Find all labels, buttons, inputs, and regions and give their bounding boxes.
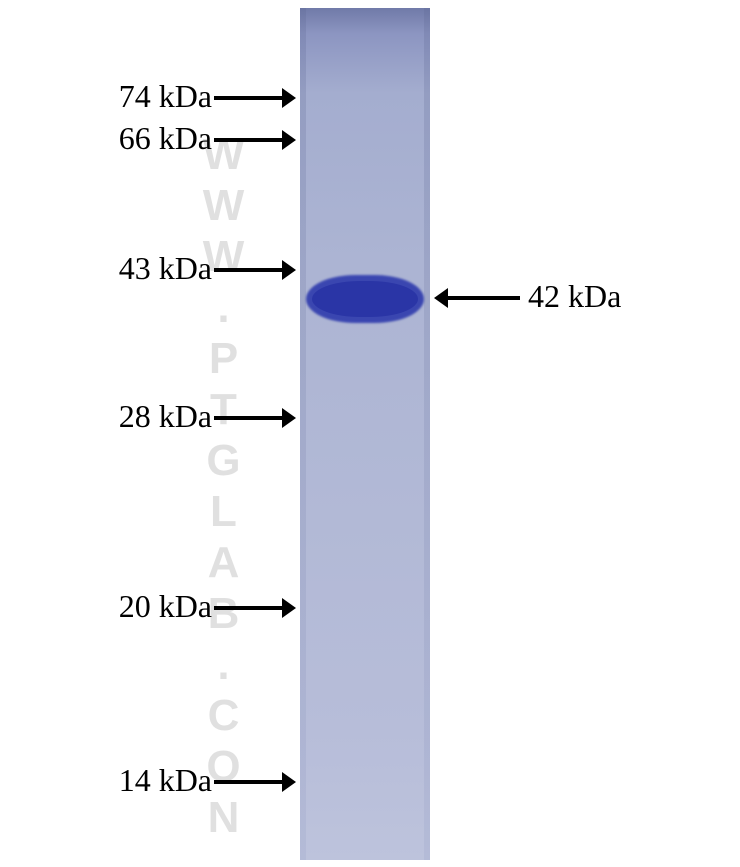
arrow-head-right-icon xyxy=(282,130,296,150)
arrow-shaft xyxy=(214,268,282,272)
arrow-head-left-icon xyxy=(434,288,448,308)
lane-edge-left xyxy=(300,8,306,860)
ladder-label: 20 kDa xyxy=(119,588,212,625)
watermark-text: WWW.PTGLAB.CON xyxy=(198,130,248,844)
arrow-shaft xyxy=(214,780,282,784)
arrow-shaft xyxy=(214,606,282,610)
observed-mw-label: 42 kDa xyxy=(528,278,621,315)
arrow-head-right-icon xyxy=(282,88,296,108)
gel-lane xyxy=(300,8,430,860)
arrow-shaft xyxy=(448,296,520,300)
ladder-label: 74 kDa xyxy=(119,78,212,115)
arrow-shaft xyxy=(214,138,282,142)
arrow-head-right-icon xyxy=(282,598,296,618)
arrow-head-right-icon xyxy=(282,408,296,428)
arrow-shaft xyxy=(214,96,282,100)
arrow-head-right-icon xyxy=(282,260,296,280)
ladder-label: 43 kDa xyxy=(119,250,212,287)
arrow-shaft xyxy=(214,416,282,420)
lane-edge-right xyxy=(424,8,430,860)
arrow-head-right-icon xyxy=(282,772,296,792)
ladder-label: 28 kDa xyxy=(119,398,212,435)
ladder-label: 14 kDa xyxy=(119,762,212,799)
ladder-label: 66 kDa xyxy=(119,120,212,157)
gel-figure: WWW.PTGLAB.CON 74 kDa 66 kDa 43 kDa 28 kDa 2… xyxy=(0,0,740,867)
protein-band-core xyxy=(312,281,418,317)
